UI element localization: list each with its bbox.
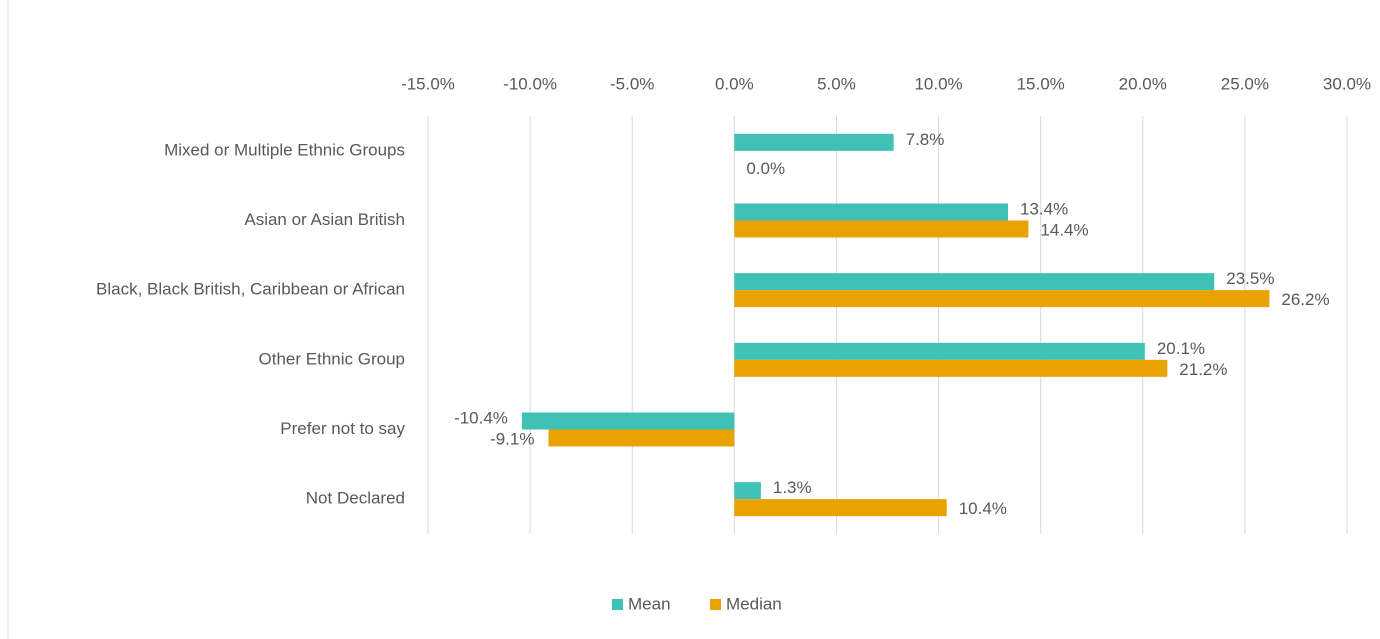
y-tick-label: Mixed or Multiple Ethnic Groups bbox=[164, 140, 405, 159]
data-label: -10.4% bbox=[454, 408, 508, 427]
bar bbox=[734, 499, 947, 517]
data-label: 0.0% bbox=[746, 159, 785, 178]
y-tick-label: Prefer not to say bbox=[280, 419, 405, 438]
x-tick-label: -15.0% bbox=[401, 74, 455, 93]
y-tick-label: Black, Black British, Caribbean or Afric… bbox=[96, 280, 405, 299]
data-label: 7.8% bbox=[906, 130, 945, 149]
x-tick-label: 0.0% bbox=[715, 74, 754, 93]
bar bbox=[548, 429, 735, 447]
x-tick-label: 30.0% bbox=[1323, 74, 1371, 93]
x-tick-label: -5.0% bbox=[610, 74, 654, 93]
data-label: 1.3% bbox=[773, 478, 812, 497]
bar bbox=[734, 342, 1145, 360]
data-label: 26.2% bbox=[1281, 290, 1329, 309]
bar bbox=[734, 273, 1215, 291]
x-tick-label: 20.0% bbox=[1119, 74, 1167, 93]
legend-label: Median bbox=[726, 594, 782, 613]
bar bbox=[734, 359, 1168, 377]
data-label: 14.4% bbox=[1040, 220, 1088, 239]
x-tick-label: 25.0% bbox=[1221, 74, 1269, 93]
bar bbox=[734, 220, 1029, 238]
data-label: -9.1% bbox=[490, 429, 534, 448]
data-label: 21.2% bbox=[1179, 360, 1227, 379]
y-tick-label: Other Ethnic Group bbox=[259, 349, 405, 368]
data-label: 13.4% bbox=[1020, 199, 1068, 218]
y-tick-label: Asian or Asian British bbox=[244, 210, 405, 229]
bar bbox=[734, 133, 894, 151]
bar bbox=[734, 482, 761, 500]
x-tick-label: 5.0% bbox=[817, 74, 856, 93]
data-label: 10.4% bbox=[959, 499, 1007, 518]
bar bbox=[734, 203, 1008, 221]
legend-label: Mean bbox=[628, 594, 671, 613]
legend-swatch bbox=[710, 599, 721, 610]
data-label: 23.5% bbox=[1226, 269, 1274, 288]
x-tick-label: 10.0% bbox=[914, 74, 962, 93]
data-label: 20.1% bbox=[1157, 339, 1205, 358]
bar bbox=[521, 412, 735, 430]
x-tick-label: -10.0% bbox=[503, 74, 557, 93]
legend-swatch bbox=[612, 599, 623, 610]
y-tick-label: Not Declared bbox=[306, 489, 405, 508]
x-tick-label: 15.0% bbox=[1017, 74, 1065, 93]
bar bbox=[734, 290, 1270, 308]
